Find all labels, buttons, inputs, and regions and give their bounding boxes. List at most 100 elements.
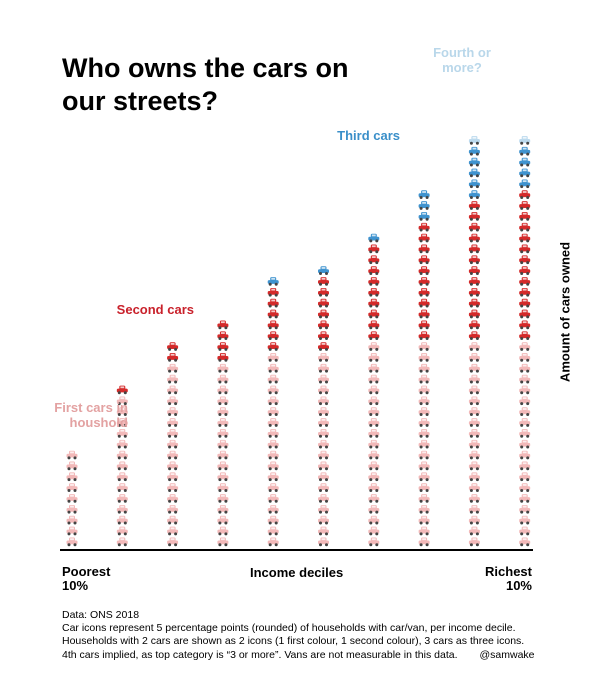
first-car-icon bbox=[116, 396, 128, 406]
second-car-icon bbox=[519, 320, 531, 330]
first-car-icon bbox=[217, 450, 229, 460]
footnote-line-2: Car icons represent 5 percentage points … bbox=[62, 622, 516, 635]
first-car-icon bbox=[368, 418, 380, 427]
first-car-icon bbox=[267, 494, 279, 503]
first-car-icon bbox=[519, 526, 531, 536]
author-credit: @samwake bbox=[479, 648, 535, 661]
first-car-icon bbox=[116, 504, 128, 514]
first-car-icon bbox=[468, 396, 480, 406]
second-car-icon bbox=[468, 233, 480, 243]
first-car-icon bbox=[519, 353, 531, 362]
x-left-line2: 10% bbox=[62, 578, 89, 593]
second-car-icon bbox=[468, 277, 480, 286]
first-cars-label: First cars in houshold bbox=[54, 400, 128, 430]
second-car-icon bbox=[368, 255, 380, 265]
first-car-icon bbox=[318, 407, 329, 416]
first-car-icon bbox=[418, 429, 430, 438]
first-car-icon bbox=[167, 385, 179, 395]
second-car-icon bbox=[519, 287, 531, 297]
first-car-icon bbox=[368, 537, 380, 547]
first-car-icon bbox=[519, 342, 531, 351]
second-car-icon bbox=[519, 201, 531, 210]
x-axis-right-label: Richest 10% bbox=[440, 565, 532, 593]
first-car-icon bbox=[519, 418, 531, 427]
first-car-icon bbox=[468, 363, 480, 373]
first-car-icon bbox=[418, 450, 430, 460]
second-car-icon bbox=[368, 331, 380, 341]
second-car-icon bbox=[468, 331, 480, 341]
first-car-icon bbox=[318, 396, 329, 406]
first-car-icon bbox=[167, 439, 179, 449]
first-car-icon bbox=[116, 429, 128, 438]
first-car-icon bbox=[167, 526, 179, 536]
first-car-icon bbox=[318, 418, 329, 427]
second-car-icon bbox=[318, 298, 329, 308]
first-car-icon bbox=[267, 374, 279, 384]
first-car-icon bbox=[267, 385, 279, 395]
first-car-icon bbox=[468, 515, 480, 525]
first-car-icon bbox=[66, 526, 78, 536]
first-car-icon bbox=[368, 374, 380, 384]
second-car-icon bbox=[519, 233, 531, 243]
first-car-icon bbox=[468, 483, 480, 492]
first-car-icon bbox=[66, 537, 78, 547]
first-car-icon bbox=[267, 461, 279, 471]
first-car-icon bbox=[318, 385, 329, 395]
first-car-icon bbox=[267, 472, 279, 482]
first-car-icon bbox=[519, 472, 531, 482]
first-car-icon bbox=[267, 363, 279, 373]
first-car-icon bbox=[418, 483, 430, 492]
first-car-icon bbox=[318, 429, 329, 438]
second-car-icon bbox=[267, 287, 279, 297]
first-car-icon bbox=[519, 494, 531, 503]
first-car-icon bbox=[468, 504, 480, 514]
second-car-icon bbox=[318, 342, 329, 351]
first-car-icon bbox=[267, 418, 279, 427]
first-car-icon bbox=[267, 353, 279, 362]
first-car-icon bbox=[519, 363, 531, 373]
first-car-icon bbox=[217, 515, 229, 525]
first-car-icon bbox=[318, 515, 329, 525]
first-car-icon bbox=[368, 363, 380, 373]
second-car-icon bbox=[418, 266, 430, 275]
first-car-icon bbox=[267, 439, 279, 449]
first-car-icon bbox=[167, 396, 179, 406]
second-car-icon bbox=[368, 277, 380, 286]
first-car-icon bbox=[217, 407, 229, 416]
third-car-icon bbox=[468, 168, 480, 178]
first-car-icon bbox=[116, 526, 128, 536]
first-car-icon bbox=[519, 450, 531, 460]
second-car-icon bbox=[217, 353, 229, 362]
first-car-icon bbox=[267, 537, 279, 547]
first-car-icon bbox=[217, 526, 229, 536]
footnote-line-4-text: 4th cars implied, as top category is “3 … bbox=[62, 648, 458, 661]
first-car-icon bbox=[468, 450, 480, 460]
first-car-icon bbox=[368, 407, 380, 416]
first-car-icon bbox=[66, 450, 78, 460]
first-car-icon bbox=[519, 429, 531, 438]
second-car-icon bbox=[468, 255, 480, 265]
x-right-line2: 10% bbox=[505, 578, 532, 593]
first-car-icon bbox=[167, 450, 179, 460]
third-car-icon bbox=[368, 233, 380, 243]
second-car-icon bbox=[267, 331, 279, 341]
first-car-icon bbox=[217, 363, 229, 373]
first-car-icon bbox=[116, 418, 128, 427]
second-car-icon bbox=[418, 320, 430, 330]
first-car-icon bbox=[368, 429, 380, 438]
first-car-icon bbox=[66, 494, 78, 503]
first-car-icon bbox=[66, 461, 78, 471]
first-car-icon bbox=[217, 439, 229, 449]
third-cars-label: Third cars bbox=[337, 128, 400, 143]
first-car-icon bbox=[167, 515, 179, 525]
second-car-icon bbox=[418, 287, 430, 297]
first-car-icon bbox=[519, 515, 531, 525]
first-car-icon bbox=[368, 450, 380, 460]
second-car-icon bbox=[418, 244, 430, 254]
first-car-icon bbox=[468, 494, 480, 503]
first-car-icon bbox=[167, 374, 179, 384]
third-car-icon bbox=[267, 277, 279, 286]
second-car-icon bbox=[468, 212, 480, 221]
first-car-icon bbox=[418, 363, 430, 373]
